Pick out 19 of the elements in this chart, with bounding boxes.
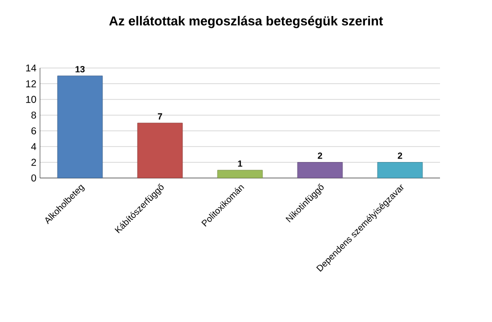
y-tick-label: 6	[31, 127, 36, 134]
y-tick-label: 4	[31, 143, 36, 150]
data-label: 13	[76, 66, 85, 72]
bar	[217, 170, 263, 178]
data-label: 2	[398, 152, 402, 159]
y-tick-label: 0	[31, 174, 36, 182]
bar	[377, 162, 423, 178]
bar	[57, 76, 103, 178]
y-tick-label: 2	[31, 158, 36, 166]
y-tick-label: 10	[26, 96, 36, 103]
y-tick-label: 14	[26, 64, 36, 72]
data-label: 2	[318, 152, 322, 159]
y-tick-label: 8	[31, 112, 36, 119]
data-label: 1	[238, 160, 242, 167]
chart-title: Az ellátottak megoszlása betegségük szerint	[109, 16, 383, 28]
data-label: 7	[158, 113, 162, 120]
bar	[137, 122, 183, 178]
y-tick-label: 12	[26, 80, 36, 88]
bar	[297, 162, 343, 178]
